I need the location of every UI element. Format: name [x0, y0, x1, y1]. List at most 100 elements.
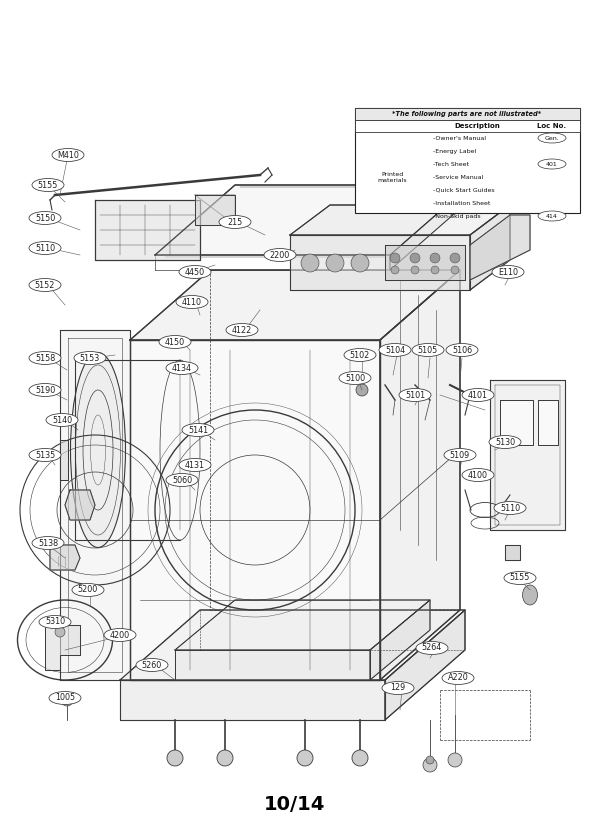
Polygon shape: [490, 380, 565, 530]
Text: 4101: 4101: [468, 390, 488, 399]
Ellipse shape: [489, 435, 521, 449]
Ellipse shape: [382, 681, 414, 695]
Text: 4110: 4110: [182, 298, 202, 307]
Bar: [355, 120, 580, 132]
Text: 4131: 4131: [185, 460, 205, 470]
Text: 4100: 4100: [468, 470, 488, 480]
Ellipse shape: [176, 295, 208, 309]
Circle shape: [426, 756, 434, 764]
Ellipse shape: [29, 449, 61, 461]
Circle shape: [326, 254, 344, 272]
Text: 2200: 2200: [270, 250, 290, 259]
Ellipse shape: [72, 584, 104, 596]
Circle shape: [217, 750, 233, 766]
Circle shape: [355, 373, 365, 383]
Text: 5153: 5153: [80, 354, 100, 363]
Circle shape: [297, 750, 313, 766]
Text: 5060: 5060: [172, 475, 192, 485]
Text: 5158: 5158: [35, 354, 55, 363]
Text: -Owner's Manual: -Owner's Manual: [433, 135, 486, 140]
Ellipse shape: [416, 641, 448, 655]
Ellipse shape: [159, 335, 191, 349]
Polygon shape: [65, 490, 95, 520]
Text: -Service Manual: -Service Manual: [433, 174, 483, 179]
Text: 5101: 5101: [405, 390, 425, 399]
Text: E110: E110: [498, 268, 518, 277]
Text: 129: 129: [391, 684, 406, 692]
Bar: [355, 108, 580, 120]
Polygon shape: [390, 185, 470, 270]
Text: M410: M410: [57, 150, 79, 159]
Text: -Non-Skid pads: -Non-Skid pads: [433, 214, 481, 219]
Text: 5110: 5110: [500, 504, 520, 513]
Text: 5264: 5264: [422, 644, 442, 652]
Ellipse shape: [344, 349, 376, 361]
Text: -Installation Sheet: -Installation Sheet: [433, 200, 490, 205]
Text: 5150: 5150: [35, 214, 55, 223]
Circle shape: [450, 253, 460, 263]
Text: 5105: 5105: [418, 345, 438, 354]
Ellipse shape: [29, 242, 61, 254]
Ellipse shape: [179, 459, 211, 471]
Circle shape: [431, 266, 439, 274]
Ellipse shape: [74, 351, 106, 364]
Polygon shape: [45, 625, 80, 670]
Text: 5109: 5109: [450, 450, 470, 460]
Ellipse shape: [49, 691, 81, 705]
Circle shape: [356, 384, 368, 396]
Ellipse shape: [412, 344, 444, 356]
Circle shape: [391, 266, 399, 274]
Circle shape: [430, 253, 440, 263]
Ellipse shape: [523, 585, 537, 605]
Text: 10/14: 10/14: [264, 795, 326, 813]
Text: Description: Description: [454, 123, 500, 129]
Ellipse shape: [29, 351, 61, 364]
Ellipse shape: [136, 659, 168, 671]
Ellipse shape: [462, 389, 494, 401]
Polygon shape: [120, 680, 385, 720]
Text: 5130: 5130: [495, 438, 515, 446]
Ellipse shape: [32, 178, 64, 192]
Ellipse shape: [494, 501, 526, 515]
Ellipse shape: [70, 353, 126, 547]
Ellipse shape: [104, 629, 136, 641]
Ellipse shape: [166, 474, 198, 486]
Circle shape: [61, 694, 73, 706]
Ellipse shape: [492, 265, 524, 279]
Ellipse shape: [179, 265, 211, 279]
Polygon shape: [470, 205, 510, 290]
Text: 1005: 1005: [55, 694, 75, 702]
Text: -Tech Sheet: -Tech Sheet: [433, 162, 469, 167]
Polygon shape: [60, 440, 68, 480]
Text: *The following parts are not illustrated*: *The following parts are not illustrated…: [392, 111, 542, 117]
Text: 4134: 4134: [172, 364, 192, 373]
Text: 5190: 5190: [35, 385, 55, 394]
Text: 5152: 5152: [35, 280, 55, 289]
Ellipse shape: [219, 215, 251, 229]
Circle shape: [448, 753, 462, 767]
Ellipse shape: [46, 414, 78, 426]
Ellipse shape: [442, 671, 474, 685]
Polygon shape: [500, 400, 533, 445]
Text: 215: 215: [227, 218, 242, 227]
Text: 5141: 5141: [188, 425, 208, 435]
Text: 5200: 5200: [78, 585, 98, 595]
Circle shape: [451, 266, 459, 274]
Ellipse shape: [182, 424, 214, 436]
Polygon shape: [370, 600, 430, 680]
Circle shape: [390, 253, 400, 263]
Ellipse shape: [264, 249, 296, 262]
Ellipse shape: [166, 361, 198, 374]
Polygon shape: [155, 185, 470, 255]
Circle shape: [423, 758, 437, 772]
Text: 5310: 5310: [45, 617, 65, 626]
Circle shape: [167, 750, 183, 766]
Text: 401: 401: [546, 162, 558, 167]
Polygon shape: [130, 340, 380, 680]
Text: 5110: 5110: [35, 244, 55, 253]
Ellipse shape: [504, 571, 536, 585]
Polygon shape: [50, 545, 80, 570]
Ellipse shape: [538, 133, 566, 143]
Polygon shape: [195, 195, 235, 225]
Text: 4200: 4200: [110, 631, 130, 640]
